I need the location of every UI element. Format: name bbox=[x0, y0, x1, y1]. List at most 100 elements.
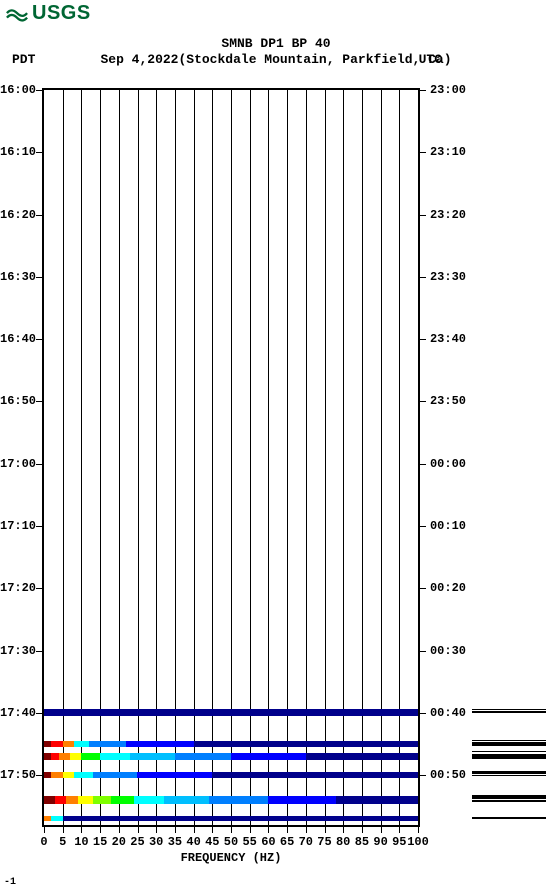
y-tick-label-left: 16:40 bbox=[0, 332, 36, 346]
spectral-segment bbox=[44, 709, 418, 716]
x-tick-label: 0 bbox=[40, 835, 47, 849]
y-tick-right bbox=[418, 215, 426, 216]
spectral-segment bbox=[44, 796, 55, 804]
footer-mark: -1 bbox=[4, 877, 16, 888]
spectral-segment bbox=[306, 753, 418, 760]
x-tick-label: 35 bbox=[168, 835, 182, 849]
x-tick-label: 100 bbox=[407, 835, 429, 849]
y-tick-left bbox=[36, 775, 44, 776]
y-tick-left bbox=[36, 526, 44, 527]
x-tick-label: 5 bbox=[59, 835, 66, 849]
seismogram-trace bbox=[472, 705, 546, 717]
spectral-segment bbox=[59, 753, 70, 760]
y-tick-right bbox=[418, 526, 426, 527]
spectral-segment bbox=[74, 772, 93, 778]
spectral-segment bbox=[164, 796, 209, 804]
y-tick-left bbox=[36, 464, 44, 465]
spectral-segment bbox=[93, 772, 138, 778]
x-tick-label: 65 bbox=[280, 835, 294, 849]
seismogram-trace bbox=[472, 736, 546, 748]
usgs-logo: USGS bbox=[6, 2, 91, 25]
seismogram-trace bbox=[472, 811, 546, 823]
x-tick-label: 45 bbox=[205, 835, 219, 849]
y-tick-right bbox=[418, 152, 426, 153]
spectral-segment bbox=[100, 753, 130, 760]
x-tick-label: 15 bbox=[93, 835, 107, 849]
x-tick-label: 85 bbox=[355, 835, 369, 849]
spectral-band bbox=[44, 753, 418, 760]
x-tick bbox=[268, 825, 269, 833]
page-root: USGS SMNB DP1 BP 40 PDT Sep 4,2022(Stock… bbox=[0, 0, 552, 892]
spectral-segment bbox=[89, 741, 126, 747]
gridline-v bbox=[418, 90, 419, 825]
y-tick-label-left: 17:50 bbox=[0, 768, 36, 782]
x-tick bbox=[287, 825, 288, 833]
y-tick-label-right: 23:20 bbox=[430, 208, 466, 222]
y-tick-left bbox=[36, 152, 44, 153]
spectral-segment bbox=[126, 741, 193, 747]
x-tick-label: 40 bbox=[186, 835, 200, 849]
y-tick-label-left: 17:20 bbox=[0, 581, 36, 595]
spectral-segment bbox=[175, 753, 231, 760]
logo-text: USGS bbox=[32, 2, 91, 25]
x-tick-label: 90 bbox=[373, 835, 387, 849]
x-tick-label: 95 bbox=[392, 835, 406, 849]
y-tick-right bbox=[418, 775, 426, 776]
y-tick-left bbox=[36, 339, 44, 340]
spectrogram-plot: FREQUENCY (HZ) 0510152025303540455055606… bbox=[42, 88, 420, 827]
x-tick-label: 50 bbox=[224, 835, 238, 849]
x-tick-label: 60 bbox=[261, 835, 275, 849]
spectral-segment bbox=[74, 741, 89, 747]
spectral-segment bbox=[51, 753, 58, 760]
x-tick bbox=[399, 825, 400, 833]
spectral-segment bbox=[78, 796, 93, 804]
y-tick-label-left: 16:10 bbox=[0, 145, 36, 159]
spectral-segment bbox=[44, 816, 51, 821]
spectral-segment bbox=[51, 816, 62, 821]
spectral-segment bbox=[130, 753, 175, 760]
x-tick-label: 80 bbox=[336, 835, 350, 849]
y-tick-right bbox=[418, 277, 426, 278]
spectral-segment bbox=[44, 753, 51, 760]
x-tick bbox=[381, 825, 382, 833]
spectral-segment bbox=[66, 796, 77, 804]
seismogram-trace bbox=[472, 767, 546, 779]
y-tick-label-right: 23:50 bbox=[430, 394, 466, 408]
spectral-segment bbox=[137, 772, 212, 778]
x-tick bbox=[306, 825, 307, 833]
spectral-segment bbox=[209, 796, 269, 804]
x-tick bbox=[44, 825, 45, 833]
y-tick-label-right: 00:30 bbox=[430, 644, 466, 658]
spectral-segment bbox=[55, 796, 66, 804]
spectral-band bbox=[44, 709, 418, 716]
x-tick-label: 25 bbox=[130, 835, 144, 849]
spectral-band bbox=[44, 772, 418, 778]
x-tick-label: 75 bbox=[317, 835, 331, 849]
spectral-segment bbox=[194, 741, 418, 747]
x-axis-label: FREQUENCY (HZ) bbox=[44, 851, 418, 865]
y-tick-left bbox=[36, 90, 44, 91]
x-tick bbox=[325, 825, 326, 833]
x-tick bbox=[175, 825, 176, 833]
x-tick bbox=[343, 825, 344, 833]
spectral-band bbox=[44, 741, 418, 747]
y-tick-left bbox=[36, 588, 44, 589]
x-tick bbox=[100, 825, 101, 833]
y-tick-left bbox=[36, 277, 44, 278]
spectral-segment bbox=[268, 796, 335, 804]
spectral-segment bbox=[93, 796, 112, 804]
spectral-segment bbox=[63, 772, 74, 778]
spectral-band bbox=[44, 816, 418, 821]
spectral-segment bbox=[63, 741, 74, 747]
y-tick-label-right: 00:50 bbox=[430, 768, 466, 782]
y-tick-left bbox=[36, 401, 44, 402]
y-tick-right bbox=[418, 339, 426, 340]
x-tick bbox=[156, 825, 157, 833]
spectral-segment bbox=[111, 796, 133, 804]
spectral-segment bbox=[70, 753, 81, 760]
y-tick-label-right: 00:00 bbox=[430, 457, 466, 471]
y-tick-right bbox=[418, 464, 426, 465]
y-tick-right bbox=[418, 651, 426, 652]
x-tick bbox=[81, 825, 82, 833]
y-tick-label-left: 16:00 bbox=[0, 83, 36, 97]
